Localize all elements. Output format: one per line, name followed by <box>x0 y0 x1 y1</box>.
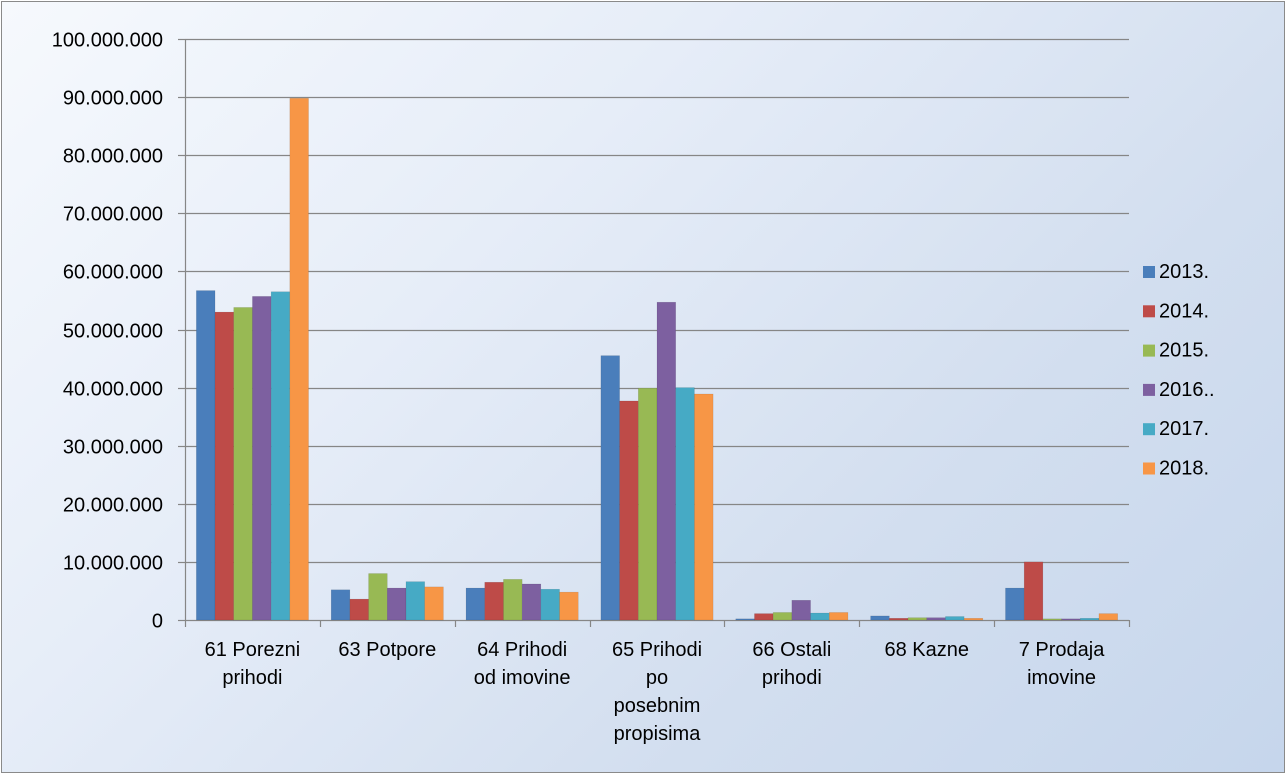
bar <box>1005 587 1025 621</box>
y-tick-label: 90.000.000 <box>63 88 163 110</box>
legend-entry: 2015. <box>1143 340 1209 362</box>
bar <box>810 612 830 621</box>
bar <box>772 612 793 621</box>
bar <box>521 583 542 621</box>
axes: 0 10.000.000 20.000.000 30.000.000 40.000.00… <box>52 30 1131 633</box>
x-category-label: prihodi <box>762 667 822 689</box>
bar <box>233 307 253 621</box>
bar <box>405 581 425 621</box>
bar <box>829 612 849 621</box>
category-labels: 61 Porezni prihodi 63 Potpore 64 Prihodi od … <box>205 639 1106 745</box>
x-category-label: imovine <box>1027 667 1096 689</box>
y-tick-label: 0 <box>152 611 163 633</box>
x-category-label: po <box>646 667 668 689</box>
bar <box>754 613 774 621</box>
legend-swatch <box>1143 344 1155 357</box>
bar <box>559 591 579 621</box>
x-category-label: propisima <box>614 723 702 745</box>
legend-swatch <box>1143 305 1155 318</box>
x-category-label: 65 Prihodi <box>612 639 702 661</box>
x-category-label: 63 Potpore <box>338 639 436 661</box>
y-tick-label: 20.000.000 <box>63 495 163 517</box>
legend-entry: 2013. <box>1143 261 1209 283</box>
bar <box>1042 618 1062 621</box>
bar <box>196 290 216 621</box>
legend-label: 2013. <box>1159 261 1209 283</box>
bar <box>540 588 560 621</box>
bar <box>387 587 407 621</box>
bar <box>330 589 351 621</box>
legend-swatch <box>1143 423 1155 436</box>
legend-label: 2015. <box>1159 340 1209 362</box>
bar <box>907 617 927 621</box>
x-category-label: 68 Kazne <box>884 639 969 661</box>
x-category-label: 61 Porezni <box>205 639 301 661</box>
bar <box>600 355 620 621</box>
legend-entry: 2018. <box>1143 458 1209 480</box>
bar <box>791 599 811 621</box>
bar <box>289 98 309 621</box>
y-tick-label: 80.000.000 <box>63 146 163 168</box>
bar <box>675 387 695 621</box>
bar <box>349 598 369 621</box>
bar <box>638 387 658 621</box>
y-tick-label: 100.000.000 <box>52 30 163 52</box>
legend: 2013. 2014. 2015. 2016.. 2017. 2018. <box>1143 261 1215 480</box>
bar <box>484 581 504 621</box>
x-category-label: 64 Prihodi <box>477 639 567 661</box>
bar <box>465 587 485 621</box>
x-category-label: od imovine <box>474 667 571 689</box>
bar <box>1023 561 1044 621</box>
legend-entry: 2016.. <box>1143 379 1215 401</box>
y-tick-label: 50.000.000 <box>63 321 163 343</box>
legend-swatch <box>1143 462 1155 475</box>
bar <box>1080 618 1100 621</box>
y-tick-label: 70.000.000 <box>63 204 163 226</box>
legend-label: 2017. <box>1159 418 1209 440</box>
legend-label: 2016.. <box>1159 379 1215 401</box>
bar <box>870 615 890 621</box>
legend-entry: 2017. <box>1143 418 1209 440</box>
bar <box>963 618 984 621</box>
x-category-label: posebnim <box>614 695 701 717</box>
y-tick-label: 60.000.000 <box>63 262 163 284</box>
legend-entry: 2014. <box>1143 300 1209 322</box>
bar <box>424 586 444 621</box>
bar <box>619 400 639 621</box>
legend-label: 2014. <box>1159 300 1209 322</box>
legend-swatch <box>1143 383 1155 396</box>
legend-swatch <box>1143 266 1155 278</box>
bar <box>945 616 965 621</box>
bar <box>1098 613 1118 621</box>
bar <box>889 618 909 621</box>
bar <box>368 573 388 621</box>
bar <box>1061 618 1081 621</box>
x-category-label: 66 Ostali <box>752 639 831 661</box>
bar <box>252 296 272 621</box>
bar <box>656 301 676 621</box>
y-tick-label: 30.000.000 <box>63 437 163 459</box>
bar <box>694 393 714 621</box>
bar <box>214 311 234 621</box>
bar <box>503 579 523 621</box>
y-tick-label: 40.000.000 <box>63 379 163 401</box>
bar <box>926 617 946 621</box>
bars <box>196 98 1118 621</box>
bar <box>735 618 755 621</box>
x-category-label: 7 Prodaja <box>1019 639 1105 661</box>
x-category-label: prihodi <box>222 667 282 689</box>
bar <box>270 291 291 621</box>
legend-label: 2018. <box>1159 458 1209 480</box>
y-tick-label: 10.000.000 <box>63 553 163 575</box>
